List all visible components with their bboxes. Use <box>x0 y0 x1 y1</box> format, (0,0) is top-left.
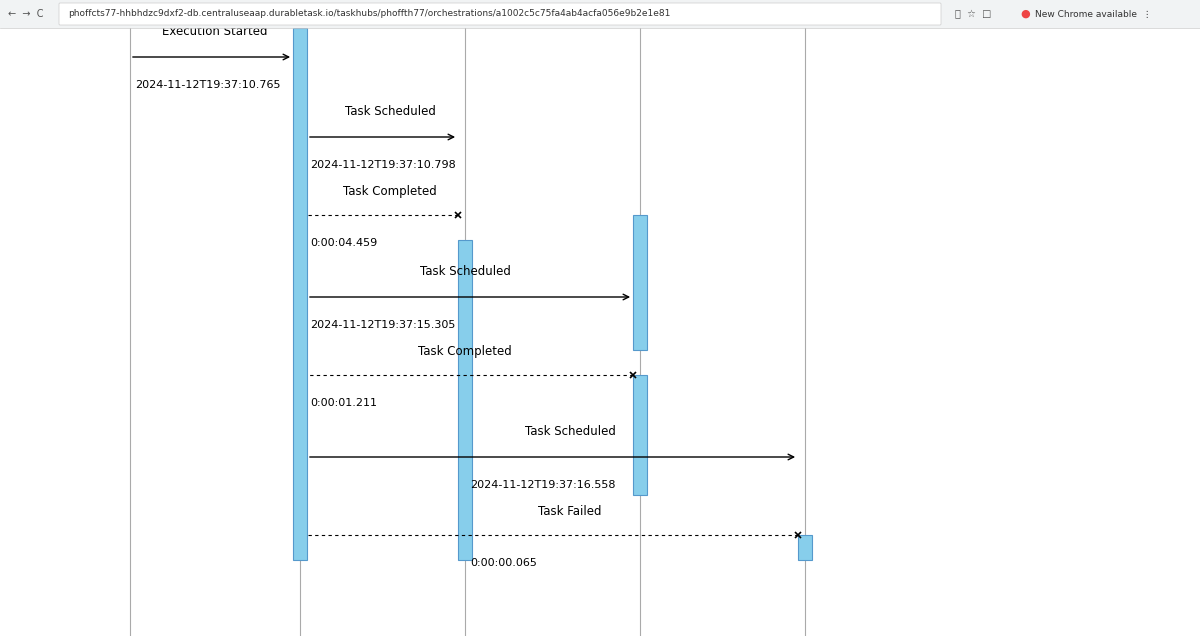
Text: Task Completed: Task Completed <box>418 345 512 358</box>
Text: Task Scheduled: Task Scheduled <box>420 265 510 278</box>
Text: 2024-11-12T19:37:10.765: 2024-11-12T19:37:10.765 <box>134 80 281 90</box>
Bar <box>634 215 647 350</box>
Text: New Chrome available  ⋮: New Chrome available ⋮ <box>1034 10 1152 18</box>
Text: 0:00:01.211: 0:00:01.211 <box>310 398 377 408</box>
Text: 0:00:04.459: 0:00:04.459 <box>310 238 377 248</box>
Text: ●: ● <box>1020 9 1030 19</box>
Text: Task Scheduled: Task Scheduled <box>344 105 436 118</box>
Bar <box>293 28 307 560</box>
Text: Task Failed: Task Failed <box>539 505 601 518</box>
Bar <box>0 0 1200 28</box>
Bar <box>634 375 647 495</box>
Text: 2024-11-12T19:37:16.558: 2024-11-12T19:37:16.558 <box>470 480 616 490</box>
Text: 2024-11-12T19:37:15.305: 2024-11-12T19:37:15.305 <box>310 320 455 330</box>
Text: 🔍  ☆  □: 🔍 ☆ □ <box>955 9 991 19</box>
Bar <box>798 535 812 560</box>
Text: Task Scheduled: Task Scheduled <box>524 425 616 438</box>
Text: Execution Started: Execution Started <box>162 25 268 38</box>
Bar <box>458 240 472 560</box>
Text: 0:00:00.065: 0:00:00.065 <box>470 558 536 568</box>
Text: Task Completed: Task Completed <box>343 185 437 198</box>
Text: 2024-11-12T19:37:10.798: 2024-11-12T19:37:10.798 <box>310 160 456 170</box>
Text: phoffcts77-hhbhdzc9dxf2-db.centraluseaap.durabletask.io/taskhubs/phoffth77/orche: phoffcts77-hhbhdzc9dxf2-db.centraluseaap… <box>68 10 671 18</box>
Text: ←  →  C: ← → C <box>8 9 43 19</box>
FancyBboxPatch shape <box>59 3 941 25</box>
